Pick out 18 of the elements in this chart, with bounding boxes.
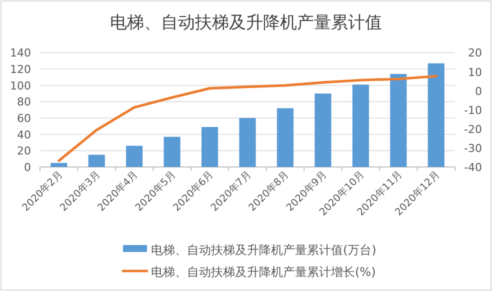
y2-tick-label: 10 xyxy=(468,66,482,79)
y2-tick-label: 0 xyxy=(475,84,482,98)
y-tick-label: 140 xyxy=(10,46,31,60)
legend-label: 电梯、自动扶梯及升降机产量累计增长(%) xyxy=(151,265,376,279)
y2-tick-label: -30 xyxy=(464,142,482,155)
y2-tick-label: -10 xyxy=(464,104,482,117)
y2-tick-label: -20 xyxy=(464,122,482,136)
y-tick-label: 120 xyxy=(10,63,31,76)
y-tick-label: 40 xyxy=(17,128,31,142)
title: 电梯、自动扶梯及升降机产量累计值 xyxy=(110,13,382,33)
y-tick-label: 80 xyxy=(17,96,31,109)
y-tick-label: 20 xyxy=(17,144,31,158)
y-tick-label: 0 xyxy=(24,161,31,174)
y2-tick-label: 20 xyxy=(468,46,482,60)
y-tick-label: 100 xyxy=(10,79,31,92)
legend-label: 电梯、自动扶梯及升降机产量累计值(万台) xyxy=(151,243,376,257)
y2-tick-label: -40 xyxy=(464,161,482,174)
y-tick-label: 60 xyxy=(17,112,31,126)
